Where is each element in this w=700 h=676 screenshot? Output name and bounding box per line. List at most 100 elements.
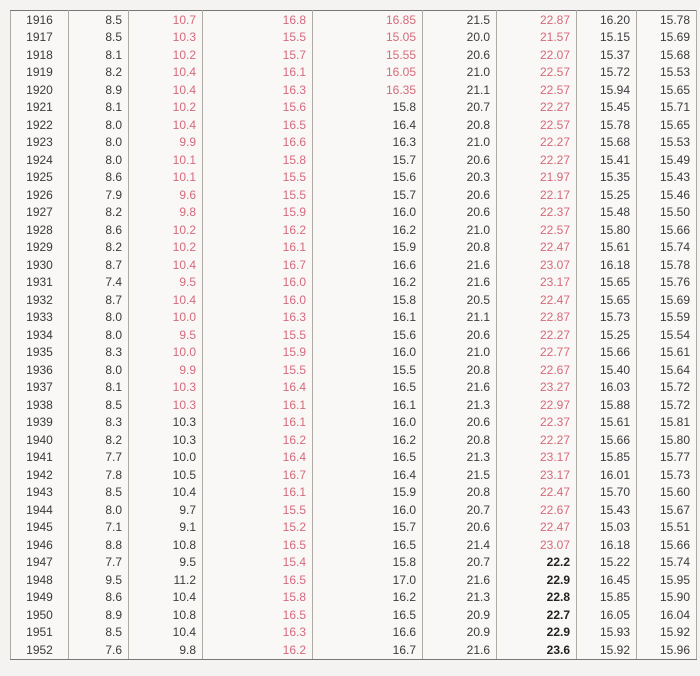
table-row: 19388.510.316.116.121.322.9715.8815.72 [11, 396, 697, 414]
value-cell: 15.6 [313, 169, 423, 187]
value-cell: 8.3 [69, 414, 129, 432]
value-cell: 15.6 [203, 99, 313, 117]
value-cell: 16.0 [313, 204, 423, 222]
value-cell: 21.5 [423, 466, 497, 484]
value-cell: 22.17 [497, 186, 577, 204]
value-cell: 15.53 [637, 134, 697, 152]
value-cell: 16.5 [203, 536, 313, 554]
value-cell: 8.0 [69, 134, 129, 152]
table-row: 19308.710.416.716.621.623.0716.1815.78 [11, 256, 697, 274]
year-cell: 1949 [11, 589, 69, 607]
value-cell: 16.5 [313, 449, 423, 467]
value-cell: 10.4 [129, 64, 203, 82]
value-cell: 15.68 [577, 134, 637, 152]
value-cell: 16.0 [313, 501, 423, 519]
value-cell: 22.27 [497, 326, 577, 344]
value-cell: 16.5 [313, 536, 423, 554]
value-cell: 15.73 [637, 466, 697, 484]
value-cell: 15.25 [577, 326, 637, 344]
value-cell: 20.8 [423, 239, 497, 257]
value-cell: 15.73 [577, 309, 637, 327]
value-cell: 10.3 [129, 414, 203, 432]
table-row: 19208.910.416.316.3521.122.5715.9415.65 [11, 81, 697, 99]
table-row: 19489.511.216.517.021.622.916.4515.95 [11, 571, 697, 589]
value-cell: 20.8 [423, 361, 497, 379]
value-cell: 15.5 [313, 361, 423, 379]
value-cell: 16.7 [313, 641, 423, 659]
value-cell: 20.8 [423, 484, 497, 502]
value-cell: 15.40 [577, 361, 637, 379]
value-cell: 21.6 [423, 641, 497, 659]
value-cell: 16.2 [203, 431, 313, 449]
value-cell: 15.22 [577, 554, 637, 572]
year-cell: 1933 [11, 309, 69, 327]
value-cell: 15.74 [637, 239, 697, 257]
value-cell: 15.53 [637, 64, 697, 82]
table-row: 19238.09.916.616.321.022.2715.6815.53 [11, 134, 697, 152]
year-cell: 1918 [11, 46, 69, 64]
value-cell: 15.05 [313, 29, 423, 47]
year-cell: 1947 [11, 554, 69, 572]
value-cell: 9.9 [129, 361, 203, 379]
value-cell: 8.9 [69, 81, 129, 99]
year-cell: 1934 [11, 326, 69, 344]
value-cell: 15.92 [637, 624, 697, 642]
value-cell: 8.0 [69, 151, 129, 169]
value-cell: 16.85 [313, 11, 423, 29]
value-cell: 23.6 [497, 641, 577, 659]
table-row: 19438.510.416.115.920.822.4715.7015.60 [11, 484, 697, 502]
table-row: 19408.210.316.216.220.822.2715.6615.80 [11, 431, 697, 449]
table-row: 19477.79.515.415.820.722.215.2215.74 [11, 554, 697, 572]
value-cell: 15.95 [637, 571, 697, 589]
value-cell: 15.78 [577, 116, 637, 134]
value-cell: 15.88 [577, 396, 637, 414]
value-cell: 16.7 [203, 256, 313, 274]
value-cell: 15.51 [637, 519, 697, 537]
value-cell: 16.0 [313, 344, 423, 362]
value-cell: 15.43 [637, 169, 697, 187]
value-cell: 15.72 [637, 379, 697, 397]
year-cell: 1932 [11, 291, 69, 309]
value-cell: 11.2 [129, 571, 203, 589]
value-cell: 22.27 [497, 431, 577, 449]
table-row: 19508.910.816.516.520.922.716.0516.04 [11, 606, 697, 624]
value-cell: 22.07 [497, 46, 577, 64]
value-cell: 20.7 [423, 99, 497, 117]
value-cell: 15.37 [577, 46, 637, 64]
value-cell: 22.8 [497, 589, 577, 607]
value-cell: 20.6 [423, 151, 497, 169]
value-cell: 20.6 [423, 326, 497, 344]
value-cell: 21.4 [423, 536, 497, 554]
table-row: 19288.610.216.216.221.022.5715.8015.66 [11, 221, 697, 239]
year-cell: 1935 [11, 344, 69, 362]
value-cell: 7.8 [69, 466, 129, 484]
value-cell: 15.25 [577, 186, 637, 204]
value-cell: 15.41 [577, 151, 637, 169]
year-cell: 1916 [11, 11, 69, 29]
value-cell: 16.05 [577, 606, 637, 624]
value-cell: 9.7 [129, 501, 203, 519]
value-cell: 21.3 [423, 396, 497, 414]
year-cell: 1944 [11, 501, 69, 519]
year-cell: 1943 [11, 484, 69, 502]
value-cell: 20.0 [423, 29, 497, 47]
year-cell: 1952 [11, 641, 69, 659]
value-cell: 15.70 [577, 484, 637, 502]
value-cell: 10.5 [129, 466, 203, 484]
value-cell: 15.7 [313, 519, 423, 537]
value-cell: 15.66 [637, 221, 697, 239]
value-cell: 21.5 [423, 11, 497, 29]
value-cell: 22.47 [497, 239, 577, 257]
value-cell: 16.2 [203, 221, 313, 239]
value-cell: 15.43 [577, 501, 637, 519]
value-cell: 10.2 [129, 99, 203, 117]
year-cell: 1922 [11, 116, 69, 134]
value-cell: 10.0 [129, 449, 203, 467]
year-cell: 1946 [11, 536, 69, 554]
year-cell: 1921 [11, 99, 69, 117]
value-cell: 22.97 [497, 396, 577, 414]
value-cell: 15.85 [577, 449, 637, 467]
value-cell: 7.7 [69, 449, 129, 467]
value-cell: 15.96 [637, 641, 697, 659]
value-cell: 15.5 [203, 326, 313, 344]
